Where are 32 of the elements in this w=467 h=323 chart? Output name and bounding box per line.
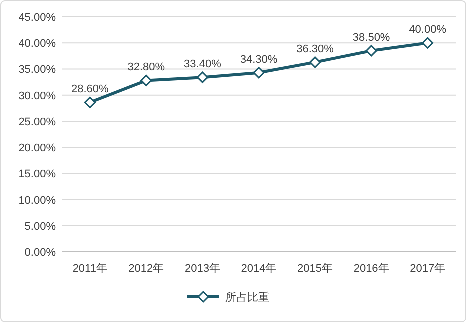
y-tick-label: 0.00% <box>24 247 56 259</box>
point <box>84 96 96 108</box>
y-tick-label: 15.00% <box>18 168 56 181</box>
data-label: 36.30% <box>296 43 334 56</box>
y-tick-label: 30.00% <box>18 90 56 102</box>
legend-label: 所占比重 <box>226 291 270 304</box>
point <box>140 74 152 86</box>
x-tick-label: 2012年 <box>128 263 164 275</box>
y-tick-label: 10.00% <box>18 194 56 207</box>
x-tick-label: 2013年 <box>184 263 220 275</box>
y-tick-label: 40.00% <box>18 38 56 50</box>
y-tick-label: 35.00% <box>18 64 56 76</box>
y-tick-label: 45.00% <box>18 12 56 24</box>
x-tick-label: 2016年 <box>354 263 390 275</box>
data-label: 33.40% <box>184 58 222 71</box>
y-tick-label: 25.00% <box>18 116 56 128</box>
point <box>310 56 322 68</box>
point <box>196 72 208 84</box>
data-label: 38.50% <box>352 32 390 44</box>
data-label: 40.00% <box>409 24 447 36</box>
point <box>366 45 378 57</box>
data-label: 34.30% <box>240 54 278 66</box>
y-tick-label: 5.00% <box>24 220 56 233</box>
point <box>253 67 265 79</box>
x-tick-label: 2014年 <box>241 263 277 275</box>
x-tick-label: 2015年 <box>298 263 334 275</box>
y-tick-label: 20.00% <box>18 142 56 155</box>
point <box>422 37 434 49</box>
x-tick-label: 2017年 <box>410 263 446 275</box>
data-label: 28.60% <box>71 84 110 96</box>
data-label: 32.80% <box>128 62 166 74</box>
x-tick-label: 2011年 <box>72 263 108 275</box>
